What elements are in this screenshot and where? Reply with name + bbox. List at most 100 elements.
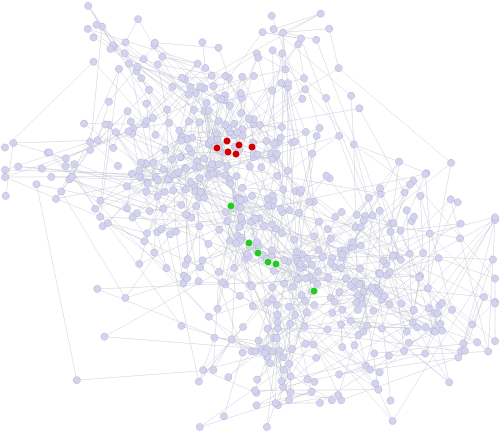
- graph-edge: [154, 42, 219, 49]
- graph-node: [204, 240, 213, 248]
- graph-node: [190, 106, 198, 114]
- graph-edge: [304, 309, 414, 328]
- graph-node: [109, 144, 118, 152]
- graph-edge: [161, 225, 200, 230]
- graph-node: [352, 298, 361, 307]
- graph-node: [127, 117, 135, 126]
- graph-node: [315, 217, 323, 226]
- graph-node: [276, 133, 285, 142]
- graph-edge: [339, 353, 426, 375]
- graph-edge: [97, 89, 150, 141]
- graph-node: [185, 117, 193, 126]
- graph-node: [135, 260, 144, 268]
- graph-edge: [364, 193, 381, 217]
- graph-node: [386, 396, 395, 405]
- graph-edge: [147, 149, 166, 184]
- graph-node: [395, 157, 403, 166]
- graph-node: [264, 201, 272, 210]
- graph-edge: [174, 174, 438, 314]
- graph-node: [331, 213, 340, 221]
- graph-edge: [183, 281, 223, 284]
- graph-edge: [251, 135, 340, 197]
- graph-edge: [326, 175, 357, 216]
- graph-edge: [339, 291, 343, 348]
- graph-edge: [392, 259, 494, 422]
- graph-edge: [74, 111, 128, 165]
- graph-node: [134, 15, 142, 24]
- graph-node: [104, 219, 112, 227]
- graph-node: [251, 386, 259, 395]
- graph-edge: [199, 178, 226, 213]
- graph-node: [260, 349, 269, 357]
- graph-node: [303, 254, 312, 263]
- graph-node: [114, 162, 122, 170]
- graph-node: [187, 213, 196, 222]
- graph-edge: [272, 50, 275, 144]
- graph-node: [400, 347, 408, 355]
- graph-node: [217, 95, 225, 104]
- graph-node: [410, 306, 418, 315]
- graph-edge: [126, 186, 192, 218]
- graph-edge: [427, 233, 431, 289]
- graph-node: [1, 166, 9, 174]
- graph-edge: [89, 26, 103, 151]
- graph-edge: [95, 163, 212, 210]
- graph-edge: [118, 68, 154, 119]
- graph-edge: [285, 84, 307, 133]
- graph-edge: [267, 327, 426, 329]
- graph-edge: [399, 161, 427, 174]
- graph-node: [297, 291, 306, 300]
- graph-node: [357, 223, 365, 231]
- graph-edge: [412, 322, 450, 383]
- graph-edge: [199, 391, 312, 428]
- graph-node: [363, 321, 372, 330]
- graph-node: [183, 255, 192, 263]
- graph-edge: [155, 86, 191, 136]
- graph-node: [205, 312, 213, 321]
- graph-node: [368, 284, 377, 292]
- graph-node: [388, 417, 397, 425]
- graph-node: [413, 323, 422, 332]
- graph-node: [431, 327, 439, 336]
- graph-edge: [438, 257, 496, 279]
- graph-node: [456, 234, 464, 243]
- graph-node: [318, 253, 327, 262]
- graph-node: [202, 98, 211, 107]
- graph-node: [285, 396, 293, 404]
- graph-node: [410, 212, 418, 221]
- graph-node: [491, 213, 499, 222]
- graph-node: [140, 237, 149, 246]
- graph-edge: [146, 167, 200, 234]
- graph-node: [223, 217, 232, 225]
- graph-edge: [126, 186, 307, 313]
- graph-node: [135, 166, 143, 175]
- graph-node: [32, 180, 41, 189]
- graph-node: [285, 206, 294, 214]
- graph-node: [349, 140, 358, 149]
- graph-edge: [360, 245, 379, 274]
- graph-edge: [400, 259, 496, 342]
- graph-node: [181, 185, 190, 194]
- graph-node: [236, 196, 245, 204]
- graph-node: [179, 279, 188, 288]
- graph-node: [253, 238, 261, 246]
- graph-node: [80, 119, 88, 128]
- graph-node: [330, 297, 339, 306]
- graph-edge: [125, 234, 171, 299]
- graph-edge: [296, 189, 302, 258]
- graph-node: [388, 252, 397, 260]
- graph-edge: [274, 143, 302, 296]
- graph-node: [1, 173, 9, 181]
- graph-edge: [379, 350, 405, 373]
- graph-edge: [392, 199, 451, 257]
- graph-node: [297, 186, 306, 194]
- graph-node: [37, 164, 46, 173]
- graph-node: [258, 28, 267, 37]
- graph-edge: [228, 291, 312, 378]
- graph-node: [128, 169, 136, 178]
- graph-edge: [261, 348, 276, 404]
- graph-edge: [352, 223, 392, 243]
- graph-node: [237, 214, 245, 222]
- graph-node: [223, 162, 232, 170]
- graph-edge: [240, 199, 283, 213]
